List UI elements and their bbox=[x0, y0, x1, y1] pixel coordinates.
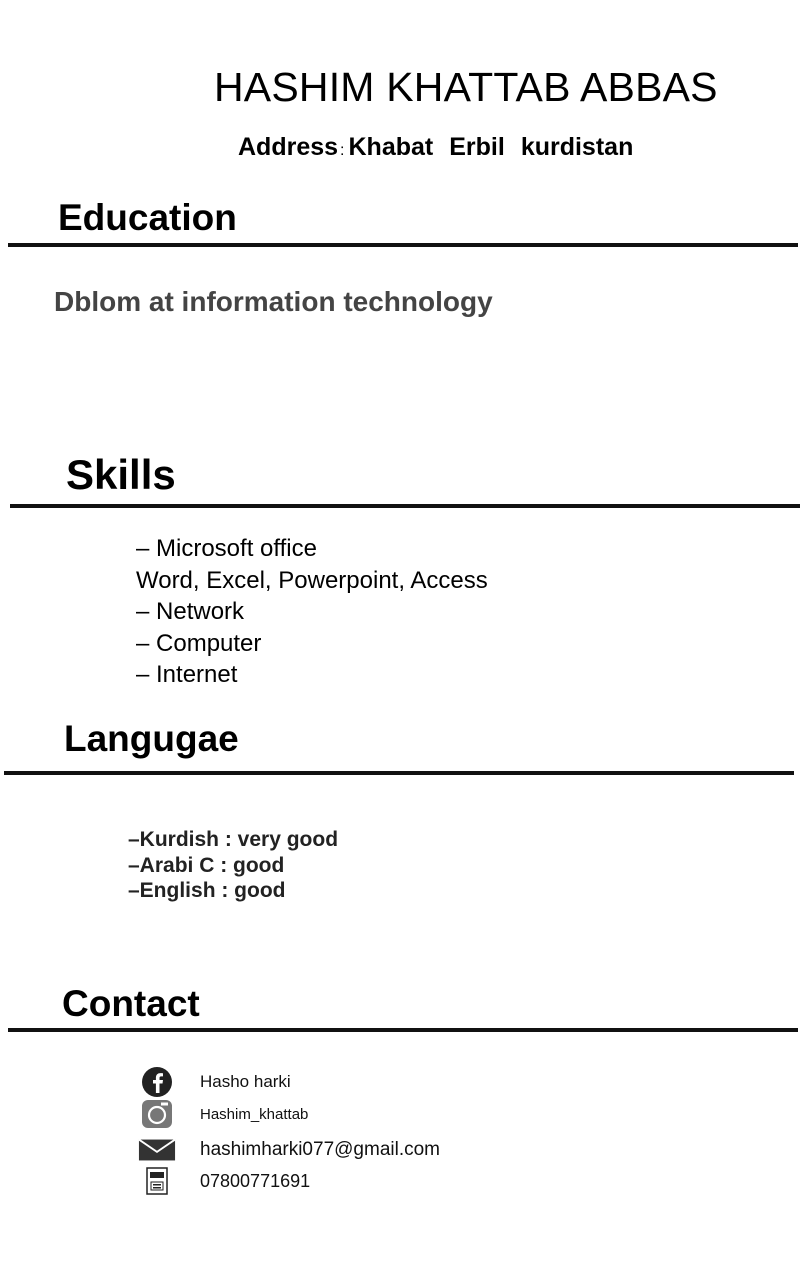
language-list: –Kurdish : very good –Arabi C : good –En… bbox=[128, 827, 338, 904]
instagram-handle: Hashim_khattab bbox=[200, 1105, 309, 1123]
contact-instagram: Hashim_khattab bbox=[138, 1099, 308, 1129]
address-separator: : bbox=[340, 142, 345, 159]
address-line: Address: Khabat Erbil kurdistan bbox=[238, 131, 633, 167]
list-item: – Network bbox=[136, 598, 245, 626]
list-item: –Arabi C : good bbox=[128, 853, 285, 877]
skills-heading: Skills bbox=[66, 451, 176, 498]
skills-divider bbox=[10, 504, 800, 508]
address-region: kurdistan bbox=[520, 133, 634, 161]
address-label: Address bbox=[238, 133, 339, 161]
facebook-name: Hasho harki bbox=[200, 1072, 291, 1091]
contact-email: hashimharki077@gmail.com bbox=[138, 1135, 440, 1165]
education-divider bbox=[8, 243, 798, 247]
list-item: – Computer bbox=[136, 629, 262, 657]
skills-list: – Microsoft office Word, Excel, Powerpoi… bbox=[136, 533, 488, 691]
address-city: Erbil bbox=[449, 133, 505, 161]
address-city-area: Khabat bbox=[348, 133, 434, 161]
contact-heading: Contact bbox=[62, 983, 200, 1024]
education-heading: Education bbox=[58, 197, 237, 238]
language-divider bbox=[4, 771, 794, 775]
email-address: hashimharki077@gmail.com bbox=[200, 1139, 440, 1160]
list-item: – Microsoft office bbox=[136, 535, 317, 562]
language-heading: Langugae bbox=[64, 718, 239, 759]
facebook-icon bbox=[138, 1067, 176, 1097]
contact-facebook: Hasho harki bbox=[138, 1067, 291, 1097]
person-name: HASHIM KHATTAB ABBAS bbox=[214, 64, 718, 110]
education-item: Dblom at information technology bbox=[54, 286, 493, 317]
contact-phone: 07800771691 bbox=[138, 1166, 310, 1196]
phone-icon bbox=[138, 1166, 176, 1196]
instagram-icon bbox=[138, 1099, 176, 1129]
contact-divider bbox=[8, 1028, 798, 1032]
email-icon bbox=[138, 1135, 176, 1165]
list-item: –Kurdish : very good bbox=[128, 828, 339, 851]
phone-number: 07800771691 bbox=[200, 1170, 311, 1191]
list-item: –English : good bbox=[128, 879, 286, 902]
list-item: – Internet bbox=[136, 661, 238, 689]
list-item: Word, Excel, Powerpoint, Access bbox=[136, 566, 488, 594]
